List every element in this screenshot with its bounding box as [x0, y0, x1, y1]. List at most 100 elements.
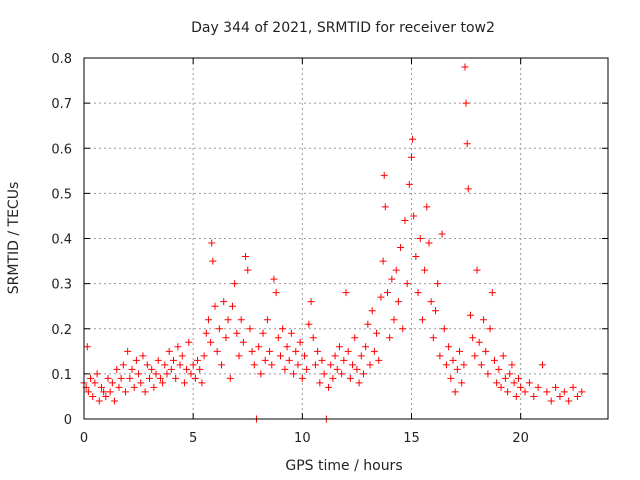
- y-tick-label: 0.5: [51, 187, 72, 202]
- data-point: [460, 361, 468, 369]
- data-point: [327, 361, 335, 369]
- data-point: [83, 343, 91, 351]
- data-point: [266, 347, 274, 355]
- data-point: [377, 293, 385, 301]
- data-point: [379, 257, 387, 265]
- data-point: [473, 266, 481, 274]
- data-point: [207, 338, 215, 346]
- y-tick-label: 0.7: [51, 97, 72, 112]
- data-point: [534, 383, 542, 391]
- data-point: [349, 361, 357, 369]
- data-point: [233, 329, 241, 337]
- data-point: [394, 298, 402, 306]
- data-point: [451, 388, 459, 396]
- data-point: [464, 185, 472, 193]
- data-point: [318, 356, 326, 364]
- x-tick-label: 20: [512, 431, 529, 446]
- data-point: [447, 374, 455, 382]
- data-point: [416, 235, 424, 242]
- data-point: [342, 289, 350, 297]
- data-point: [198, 379, 206, 387]
- data-point: [329, 374, 337, 382]
- data-point: [137, 379, 145, 387]
- data-point: [100, 388, 108, 396]
- data-point: [154, 356, 162, 364]
- data-point: [445, 343, 453, 351]
- data-point: [425, 239, 433, 247]
- data-point: [189, 361, 197, 369]
- data-point: [183, 365, 191, 373]
- data-point: [565, 397, 573, 405]
- data-point: [176, 361, 184, 369]
- data-point: [139, 352, 147, 360]
- data-point: [486, 325, 494, 333]
- y-tick-label: 0.4: [51, 233, 72, 248]
- data-point: [196, 365, 204, 373]
- data-point: [344, 347, 352, 355]
- data-point: [281, 365, 289, 373]
- data-point: [218, 361, 226, 369]
- data-point: [475, 338, 483, 346]
- data-point: [272, 289, 280, 297]
- data-point: [268, 361, 276, 369]
- y-tick-label: 0.6: [51, 142, 72, 157]
- data-point: [573, 392, 581, 400]
- data-point: [84, 388, 92, 396]
- data-point: [414, 289, 422, 297]
- data-point: [418, 316, 426, 324]
- data-point: [294, 361, 302, 369]
- data-point: [259, 329, 267, 337]
- data-point: [539, 361, 546, 369]
- data-point: [368, 307, 376, 315]
- data-point: [434, 280, 442, 288]
- data-point: [477, 361, 485, 369]
- data-point: [525, 379, 533, 387]
- data-point: [152, 370, 160, 378]
- y-tick-label: 0.2: [51, 323, 72, 338]
- data-point: [449, 356, 457, 364]
- data-point: [222, 334, 230, 342]
- data-point: [543, 388, 551, 396]
- y-axis-title: SRMTID / TECUs: [6, 182, 22, 295]
- data-point: [283, 343, 291, 351]
- data-point: [146, 374, 153, 382]
- data-point: [104, 374, 112, 382]
- data-point: [124, 347, 132, 355]
- data-point: [380, 171, 388, 179]
- data-point: [495, 365, 503, 373]
- data-point: [303, 365, 311, 373]
- data-point: [215, 325, 223, 333]
- data-point: [530, 392, 538, 400]
- data-point: [346, 374, 354, 382]
- data-point: [296, 338, 304, 346]
- data-point: [359, 370, 367, 378]
- data-point: [392, 266, 400, 274]
- data-point: [578, 388, 586, 396]
- data-point: [388, 275, 396, 283]
- data-point: [514, 374, 522, 382]
- data-point: [320, 370, 328, 378]
- data-point: [95, 397, 103, 405]
- data-point: [292, 347, 300, 355]
- data-point: [274, 334, 282, 342]
- data-point: [490, 356, 498, 364]
- data-point: [263, 316, 271, 324]
- data-point: [132, 356, 140, 364]
- x-tick-label: 0: [80, 431, 88, 446]
- data-point: [331, 352, 339, 360]
- data-point: [569, 383, 577, 391]
- data-point: [355, 379, 363, 387]
- x-tick-label: 15: [403, 431, 420, 446]
- data-point: [438, 230, 446, 238]
- data-point: [351, 334, 359, 342]
- data-point: [501, 374, 509, 382]
- data-point: [102, 392, 110, 400]
- data-point: [493, 379, 501, 387]
- data-point: [141, 388, 149, 396]
- data-point: [255, 343, 263, 351]
- data-point: [410, 212, 418, 220]
- data-point: [405, 180, 413, 188]
- data-point: [386, 334, 394, 342]
- data-point: [211, 302, 219, 310]
- data-point: [488, 289, 496, 297]
